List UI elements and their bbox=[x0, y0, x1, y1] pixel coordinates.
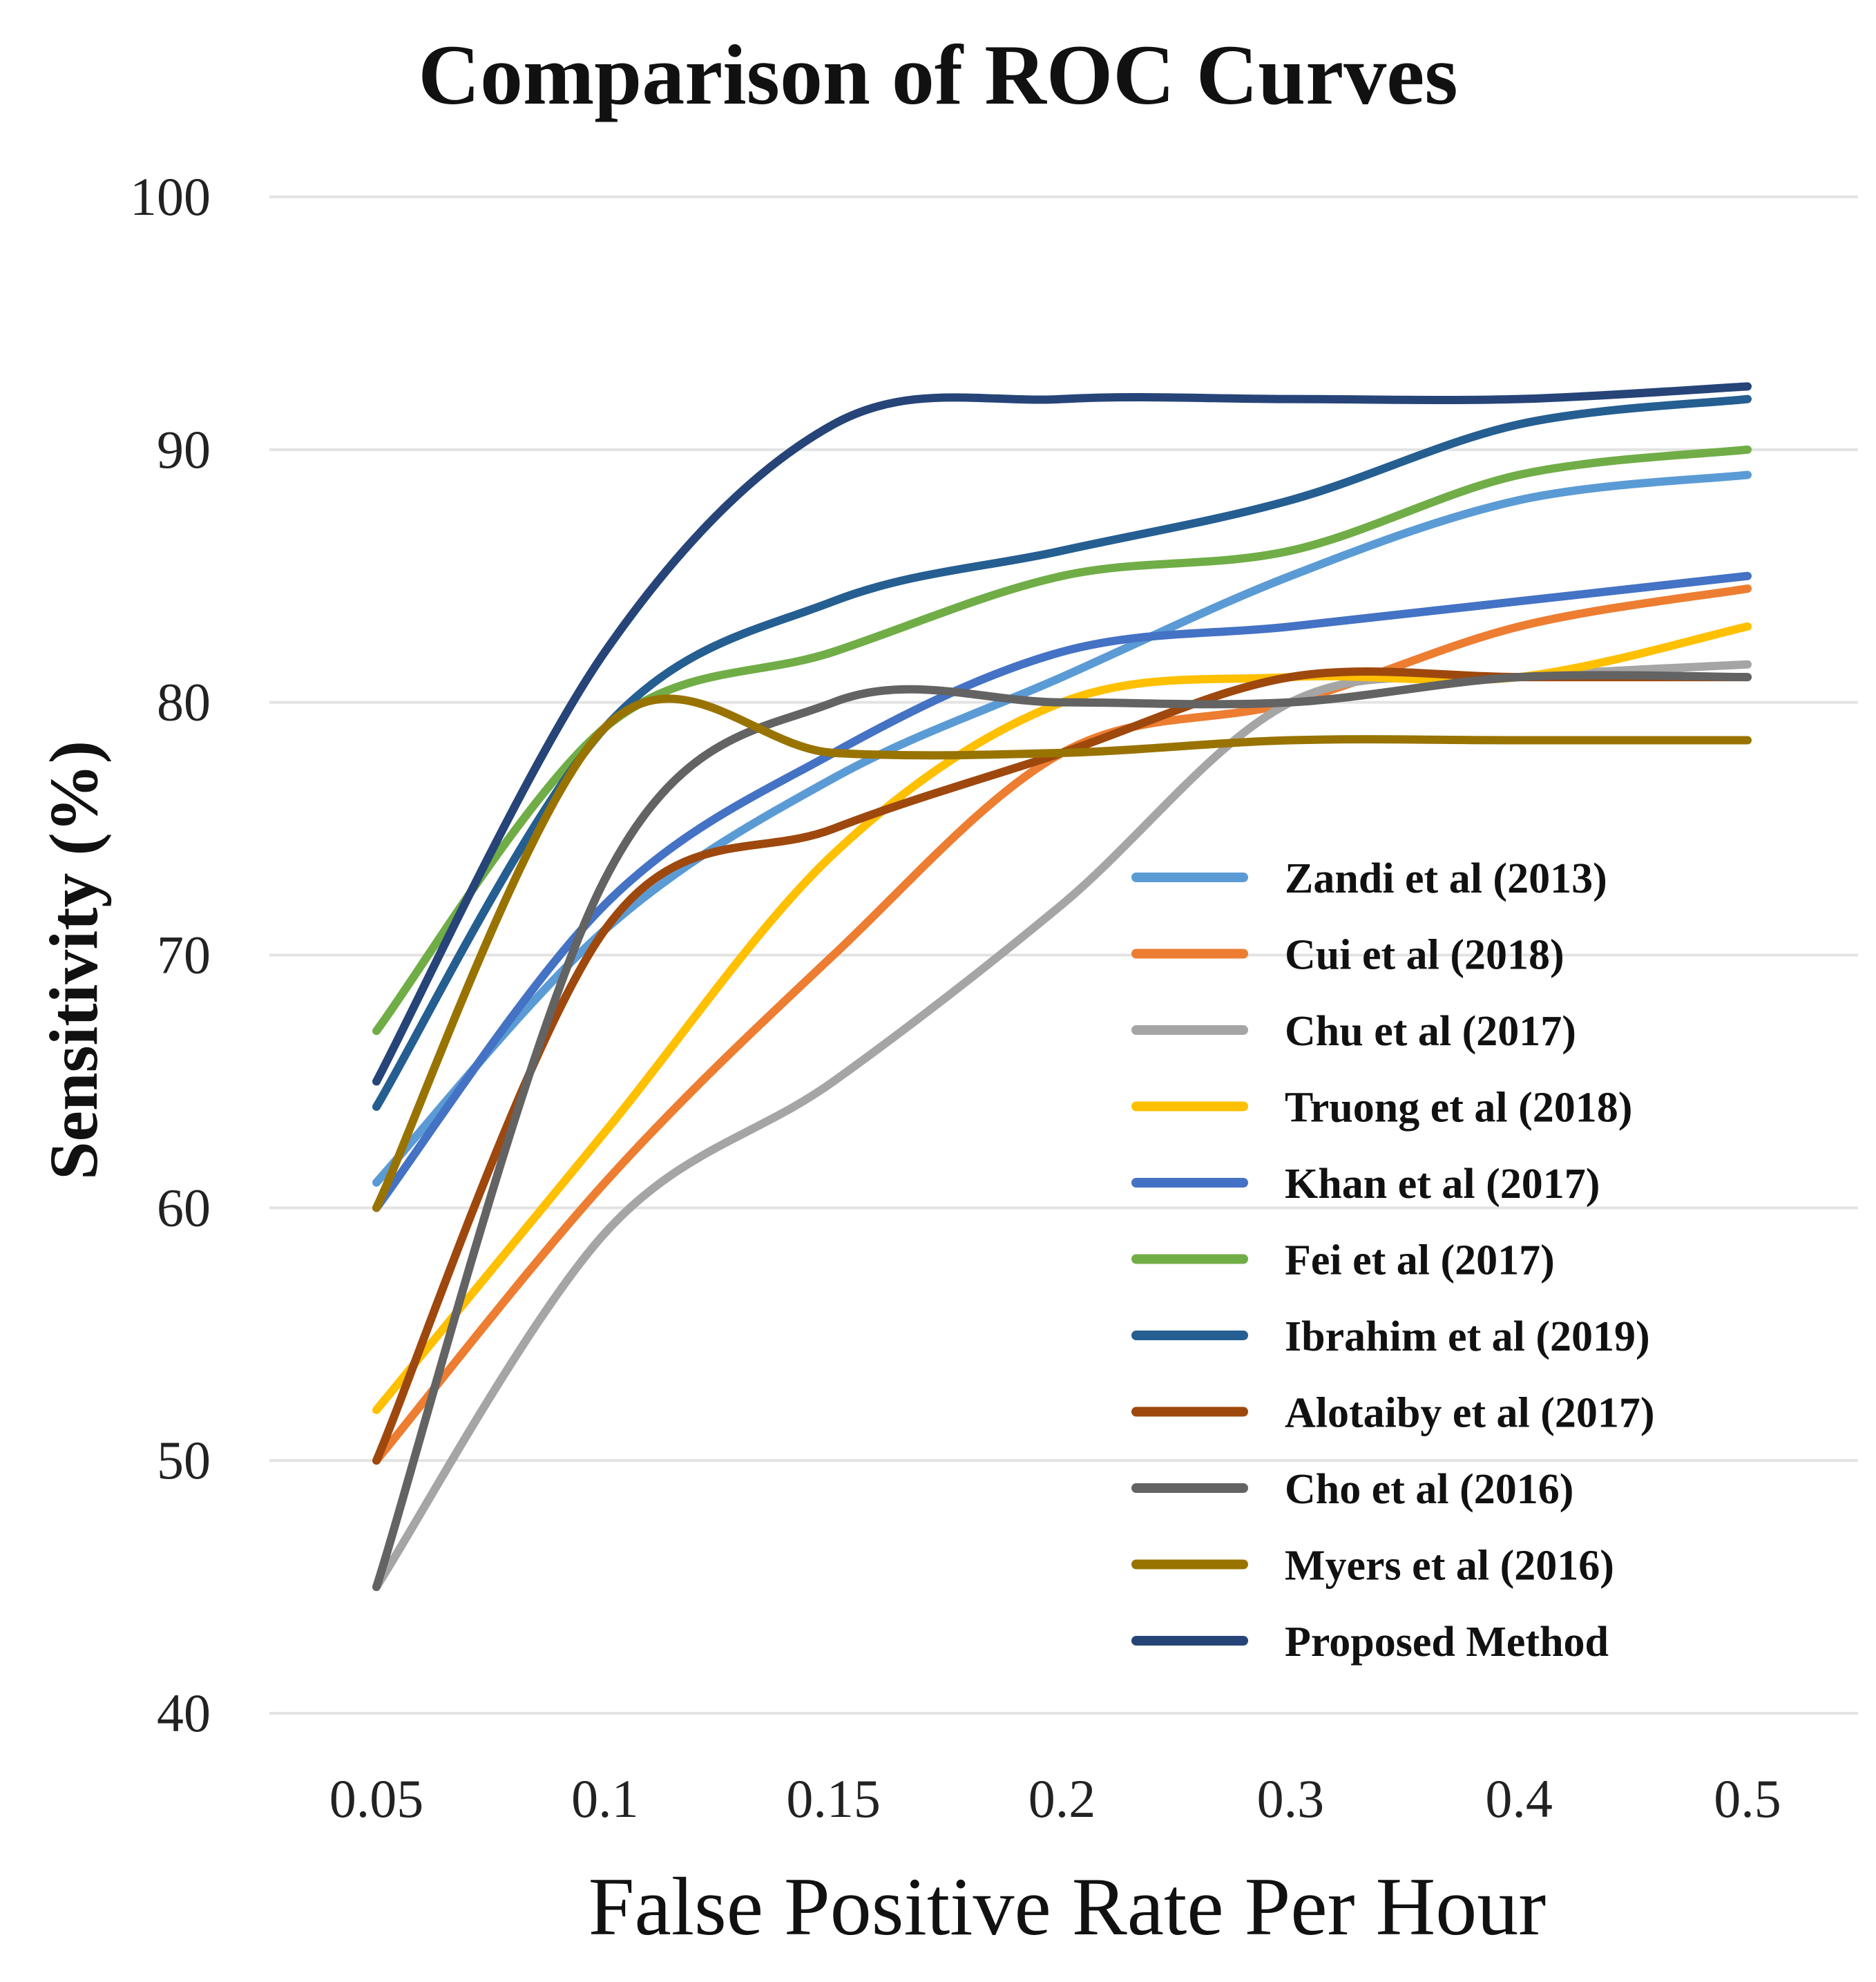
legend-label: Cho et al (2016) bbox=[1285, 1466, 1573, 1513]
legend: Zandi et al (2013) Cui et al (2018) Chu et… bbox=[1131, 855, 1655, 1666]
y-tick-label: 50 bbox=[157, 1430, 211, 1490]
chart-title: Comparison of ROC Curves bbox=[418, 28, 1457, 122]
x-axis-ticks: 0.05 0.1 0.15 0.2 0.3 0.4 0.5 bbox=[329, 1769, 1781, 1829]
y-tick-label: 90 bbox=[157, 419, 211, 479]
y-axis-label: Sensitivity (%) bbox=[35, 741, 112, 1180]
series-line bbox=[372, 445, 1752, 1036]
y-tick-label: 70 bbox=[157, 925, 211, 985]
series-line bbox=[372, 694, 1752, 1212]
x-tick-label: 0.1 bbox=[571, 1769, 639, 1829]
series-line bbox=[372, 382, 1752, 1086]
x-tick-label: 0.4 bbox=[1485, 1769, 1553, 1829]
x-tick-label: 0.15 bbox=[786, 1769, 881, 1829]
x-axis-label: False Positive Rate Per Hour bbox=[588, 1860, 1547, 1952]
legend-label: Zandi et al (2013) bbox=[1285, 855, 1607, 902]
gridlines bbox=[269, 196, 1858, 1715]
y-tick-label: 100 bbox=[130, 166, 211, 227]
legend-label: Khan et al (2017) bbox=[1285, 1161, 1600, 1208]
legend-label: Myers et al (2016) bbox=[1285, 1543, 1614, 1590]
x-tick-label: 0.2 bbox=[1028, 1769, 1096, 1829]
y-axis-ticks: 40 50 60 70 80 90 100 bbox=[130, 166, 211, 1743]
series-lines bbox=[372, 382, 1752, 1592]
series-line bbox=[372, 470, 1752, 1187]
legend-label: Proposed Method bbox=[1285, 1619, 1609, 1666]
legend-label: Ibrahim et al (2019) bbox=[1285, 1313, 1650, 1360]
x-tick-label: 0.5 bbox=[1714, 1769, 1781, 1829]
y-tick-label: 60 bbox=[157, 1177, 211, 1237]
legend-label: Fei et al (2017) bbox=[1285, 1237, 1555, 1284]
y-tick-label: 80 bbox=[157, 672, 211, 732]
x-tick-label: 0.3 bbox=[1257, 1769, 1325, 1829]
y-tick-label: 40 bbox=[157, 1683, 211, 1743]
legend-label: Alotaiby et al (2017) bbox=[1285, 1390, 1655, 1437]
legend-label: Chu et al (2017) bbox=[1285, 1008, 1576, 1055]
x-tick-label: 0.05 bbox=[329, 1769, 424, 1829]
legend-label: Truong et al (2018) bbox=[1285, 1085, 1632, 1132]
series-line bbox=[372, 584, 1752, 1465]
series-line bbox=[372, 671, 1752, 1592]
legend-label: Cui et al (2018) bbox=[1285, 932, 1564, 979]
